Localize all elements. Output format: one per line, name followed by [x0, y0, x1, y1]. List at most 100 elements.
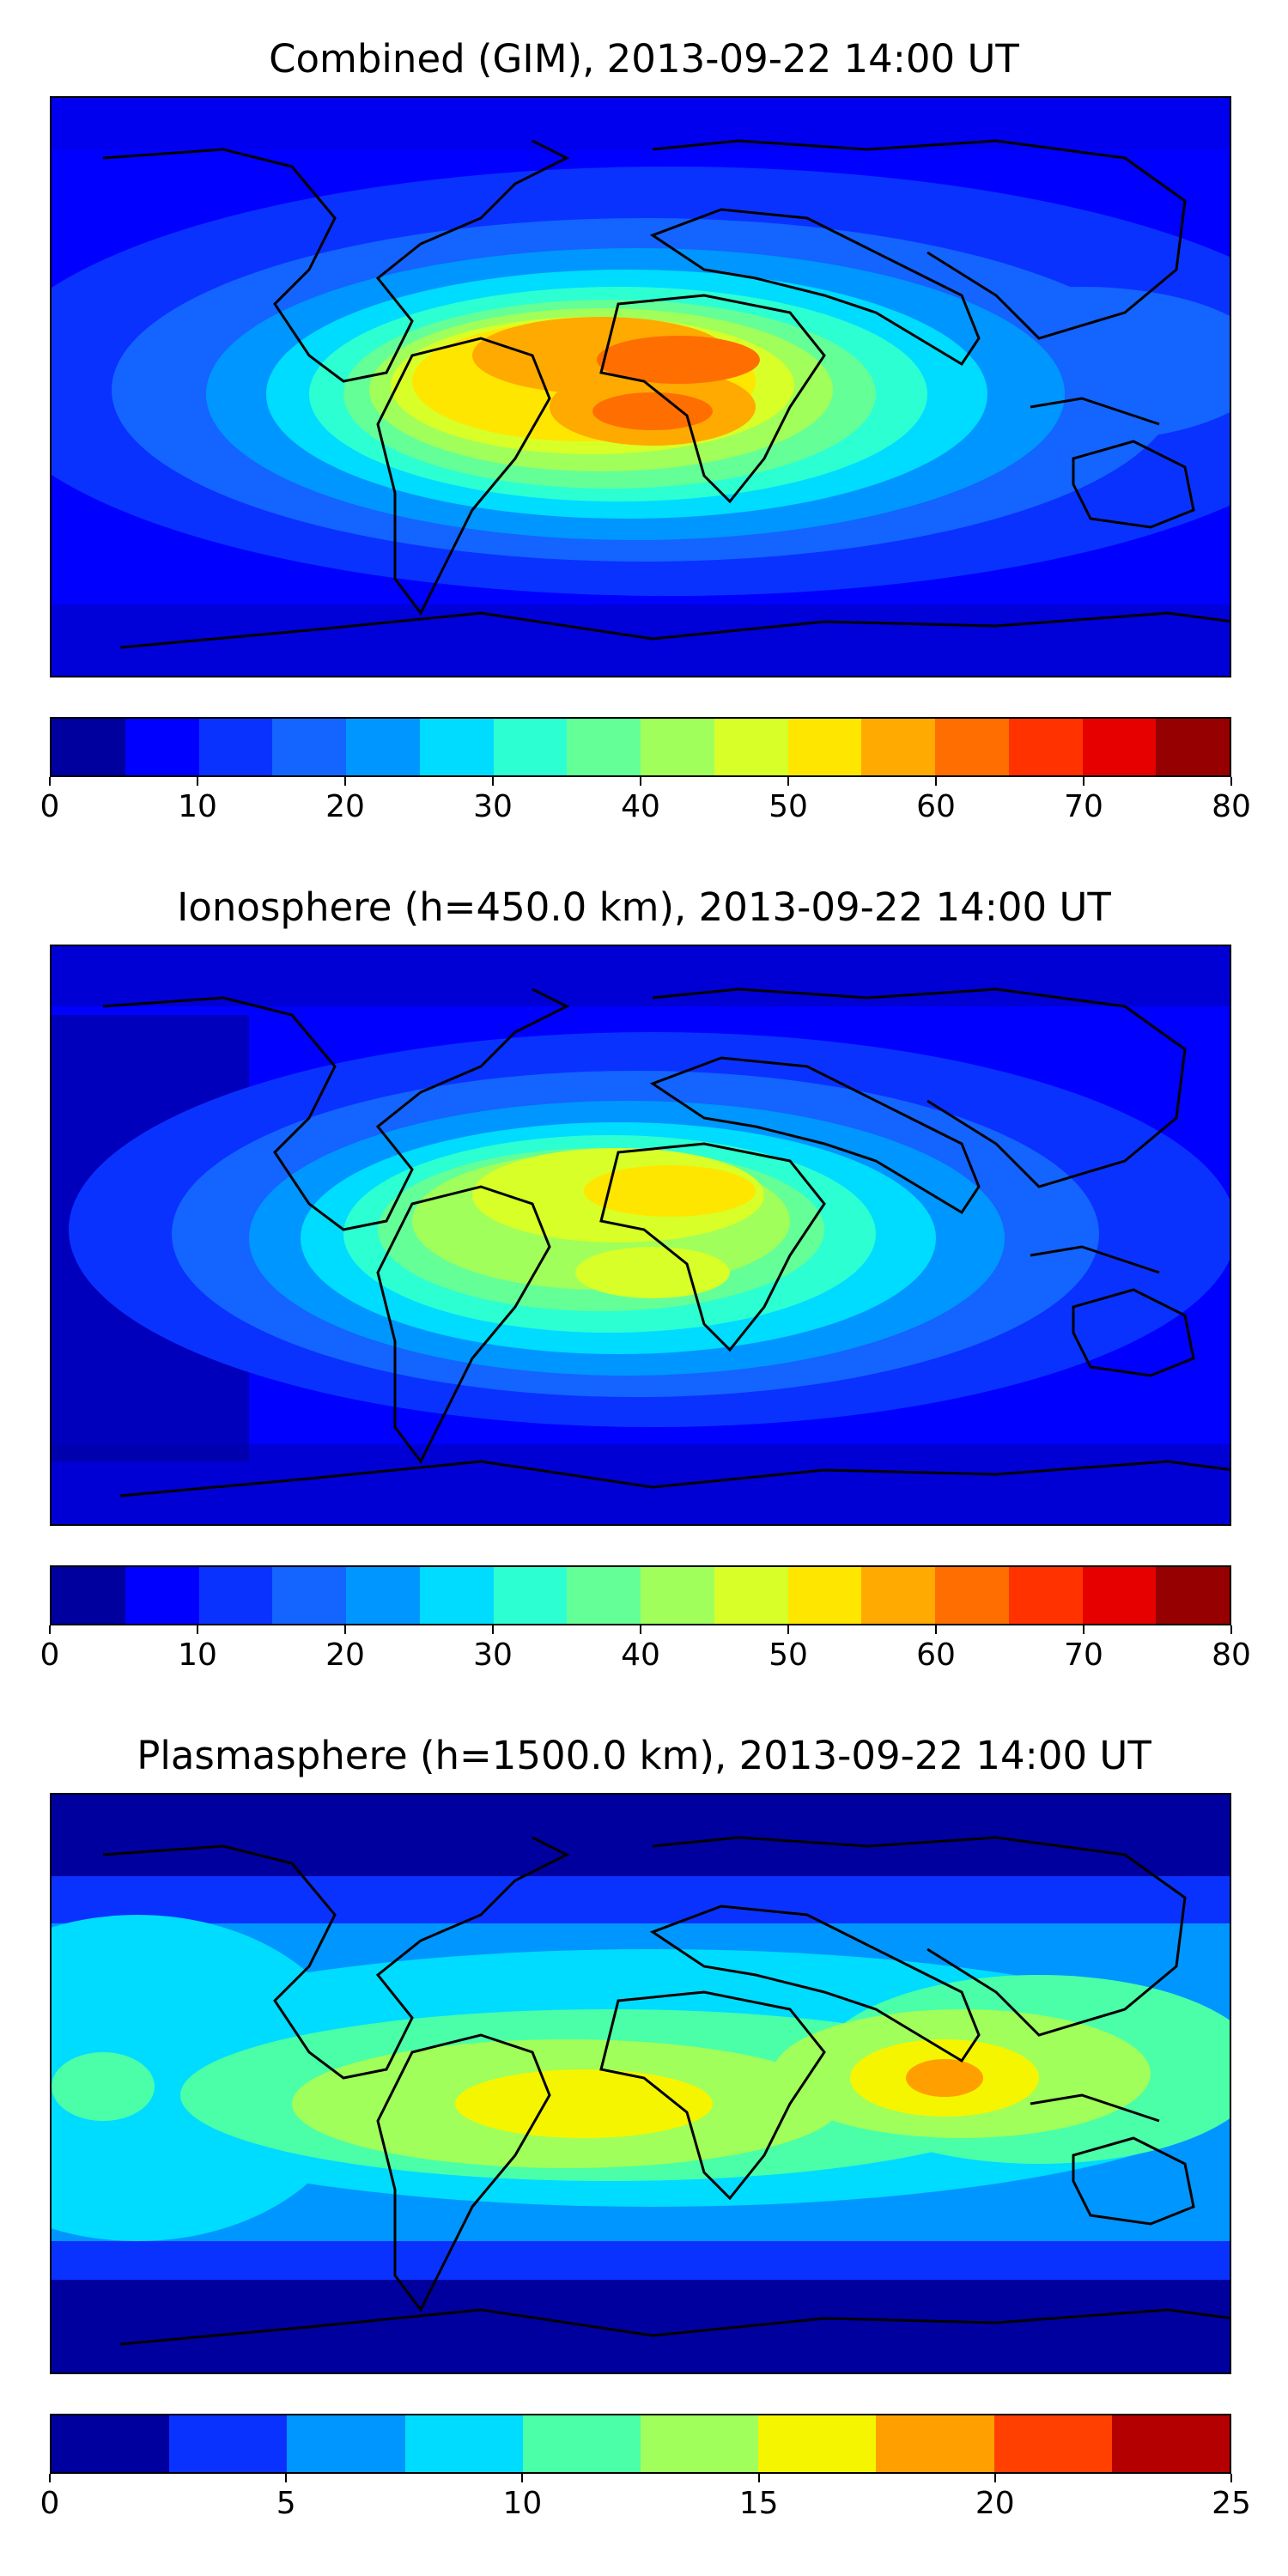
colorbar-segment	[758, 2415, 877, 2472]
colorbar-tick-label: 20	[325, 789, 365, 824]
colorbar-tick-label: 30	[473, 789, 513, 824]
colorbar-tick	[1083, 777, 1084, 786]
colorbar-segment	[641, 719, 714, 775]
colorbar-tick	[344, 1625, 346, 1634]
colorbar-segment	[1082, 719, 1157, 775]
colorbar-segment	[1008, 1567, 1083, 1624]
colorbar-segment	[52, 719, 125, 775]
colorbar-segment	[169, 2415, 288, 2472]
colorbar-ionosphere	[50, 1565, 1231, 1625]
colorbar-segment	[861, 1567, 935, 1624]
panel-title-plasmasphere: Plasmasphere (h=1500.0 km), 2013-09-22 1…	[137, 1733, 1151, 1778]
colorbar-segment	[125, 719, 199, 775]
colorbar-segment	[522, 2415, 641, 2472]
colorbar-tick-label: 60	[916, 789, 956, 824]
colorbar-segment	[493, 719, 568, 775]
colorbar-segment	[787, 1567, 862, 1624]
colorbar-tick-label: 80	[1212, 1637, 1251, 1673]
panel-title-ionosphere: Ionosphere (h=450.0 km), 2013-09-22 14:0…	[177, 884, 1111, 930]
colorbar-segment	[198, 1567, 273, 1624]
colorbar-tick	[640, 777, 641, 786]
colorbar-segment	[198, 719, 273, 775]
colorbar-tick-label: 60	[916, 1637, 956, 1673]
colorbar-tick-label: 10	[178, 789, 217, 824]
colorbar-segment	[861, 719, 935, 775]
colorbar-tick	[344, 777, 346, 786]
colorbar-ticks-combined: 0 10 20 30 40 50 60 70 80	[40, 777, 1251, 829]
colorbar-tick-label: 40	[621, 1637, 660, 1673]
colorbar-segment	[52, 1567, 125, 1624]
colorbar-segment	[714, 1567, 788, 1624]
colorbar-tick-label: 20	[975, 2486, 1015, 2521]
colorbar-segment	[641, 2415, 759, 2472]
colorbar-segment	[1156, 719, 1230, 775]
colorbar-tick-label: 10	[178, 1637, 217, 1673]
colorbar-segment	[52, 2415, 170, 2472]
colorbar-tick	[1083, 1625, 1084, 1634]
colorbar-tick	[197, 1625, 198, 1634]
colorbar-tick	[787, 1625, 789, 1634]
colorbar-tick-label: 0	[39, 789, 60, 824]
colorbar-tick-label: 0	[39, 1637, 60, 1673]
colorbar-segment	[787, 719, 862, 775]
colorbar-segment	[1008, 719, 1083, 775]
map-plasmasphere	[50, 1793, 1231, 2374]
colorbar-segment	[419, 1567, 494, 1624]
colorbar-segment	[346, 1567, 420, 1624]
colorbar-tick	[1230, 2474, 1232, 2482]
colorbar-segment	[272, 719, 346, 775]
colorbar-segment	[641, 1567, 714, 1624]
colorbar-tick	[492, 777, 494, 786]
colorbar-tick	[757, 2474, 760, 2482]
colorbar-tick-label: 40	[621, 789, 660, 824]
colorbar-tick-label: 0	[39, 2486, 60, 2521]
colorbar-tick	[492, 1625, 494, 1634]
colorbar-tick-label: 70	[1064, 1637, 1103, 1673]
colorbar-segment	[404, 2415, 523, 2472]
colorbar-segment	[125, 1567, 199, 1624]
colorbar-segment	[876, 2415, 994, 2472]
colorbar-tick	[285, 2474, 288, 2482]
colorbar-tick	[521, 2474, 524, 2482]
colorbar-tick	[787, 777, 789, 786]
colorbar-plasmasphere	[50, 2414, 1231, 2474]
colorbar-tick-label: 50	[769, 789, 808, 824]
colorbar-tick-label: 80	[1212, 789, 1251, 824]
colorbar-tick	[1230, 1625, 1232, 1634]
colorbar-segment	[346, 719, 420, 775]
panel-title-combined: Combined (GIM), 2013-09-22 14:00 UT	[269, 36, 1019, 82]
colorbar-tick-label: 5	[276, 2486, 296, 2521]
colorbar-tick	[993, 2474, 996, 2482]
colorbar-segment	[714, 719, 788, 775]
colorbar-segment	[287, 2415, 405, 2472]
colorbar-segment	[993, 2415, 1112, 2472]
colorbar-segment	[1082, 1567, 1157, 1624]
colorbar-segment	[272, 1567, 346, 1624]
colorbar-tick-label: 50	[769, 1637, 808, 1673]
colorbar-tick-label: 25	[1212, 2486, 1251, 2521]
colorbar-combined	[50, 717, 1231, 777]
colorbar-tick	[935, 777, 937, 786]
colorbar-tick	[935, 1625, 937, 1634]
colorbar-segment	[1111, 2415, 1230, 2472]
colorbar-segment	[493, 1567, 568, 1624]
colorbar-tick-label: 70	[1064, 789, 1103, 824]
colorbar-tick	[197, 777, 198, 786]
map-combined	[50, 96, 1231, 677]
colorbar-tick-label: 20	[325, 1637, 365, 1673]
colorbar-ticks-ionosphere: 0 10 20 30 40 50 60 70 80	[40, 1625, 1251, 1677]
colorbar-segment	[935, 1567, 1009, 1624]
colorbar-tick-label: 30	[473, 1637, 513, 1673]
colorbar-ticks-plasmasphere: 0 5 10 15 20 25	[40, 2474, 1251, 2525]
colorbar-segment	[567, 1567, 641, 1624]
colorbar-tick	[1230, 777, 1232, 786]
map-ionosphere	[50, 945, 1231, 1526]
colorbar-segment	[935, 719, 1009, 775]
colorbar-segment	[419, 719, 494, 775]
colorbar-tick	[49, 1625, 51, 1634]
colorbar-tick	[49, 777, 51, 786]
colorbar-tick-label: 10	[502, 2486, 543, 2521]
colorbar-segment	[1156, 1567, 1230, 1624]
colorbar-tick	[640, 1625, 641, 1634]
colorbar-tick	[49, 2474, 51, 2482]
